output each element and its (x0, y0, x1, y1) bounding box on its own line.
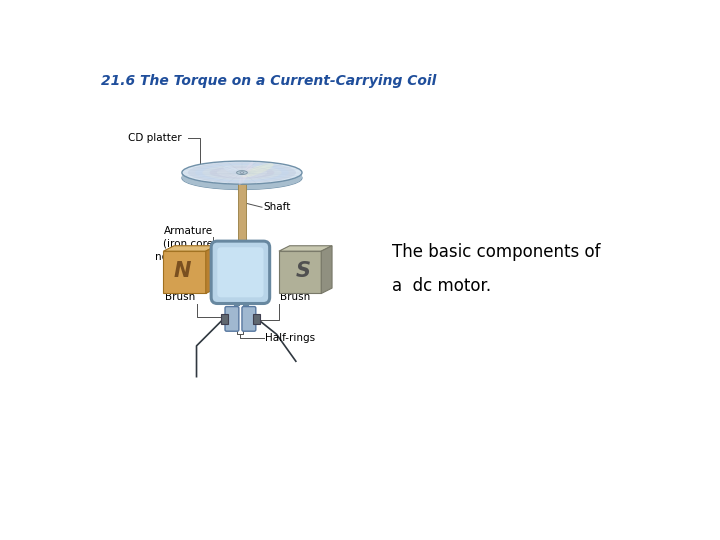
Text: Brush: Brush (166, 292, 196, 302)
Text: Half-rings: Half-rings (265, 333, 315, 343)
Polygon shape (243, 161, 302, 178)
Ellipse shape (182, 161, 302, 184)
Text: CD platter: CD platter (128, 133, 182, 143)
Ellipse shape (217, 168, 267, 178)
Ellipse shape (238, 161, 253, 185)
Text: N: N (174, 261, 192, 281)
Ellipse shape (237, 171, 248, 174)
Text: 21.6 The Torque on a Current-Carrying Coil: 21.6 The Torque on a Current-Carrying Co… (101, 74, 436, 88)
Ellipse shape (210, 166, 274, 179)
Polygon shape (163, 246, 217, 251)
Text: Brush: Brush (279, 292, 310, 302)
Ellipse shape (182, 166, 302, 190)
Polygon shape (321, 246, 332, 294)
Text: Shaft: Shaft (264, 202, 291, 212)
Polygon shape (279, 251, 321, 294)
FancyBboxPatch shape (217, 247, 264, 298)
Polygon shape (163, 251, 206, 294)
FancyBboxPatch shape (242, 307, 256, 331)
Polygon shape (182, 173, 302, 190)
FancyBboxPatch shape (225, 307, 239, 331)
Polygon shape (206, 246, 217, 294)
Polygon shape (279, 246, 332, 251)
Text: Armature
(iron core
not shown): Armature (iron core not shown) (155, 226, 212, 261)
Text: The basic components of: The basic components of (392, 243, 600, 261)
Ellipse shape (188, 162, 296, 183)
Ellipse shape (241, 163, 274, 177)
Text: S: S (295, 261, 310, 281)
Polygon shape (253, 314, 260, 325)
Polygon shape (221, 314, 228, 325)
Text: a  dc motor.: a dc motor. (392, 276, 491, 294)
Ellipse shape (195, 164, 289, 181)
Ellipse shape (202, 165, 282, 180)
FancyBboxPatch shape (211, 241, 270, 303)
Ellipse shape (223, 166, 245, 176)
Polygon shape (244, 303, 248, 305)
Polygon shape (238, 184, 246, 253)
Polygon shape (235, 303, 239, 305)
Ellipse shape (240, 172, 244, 173)
